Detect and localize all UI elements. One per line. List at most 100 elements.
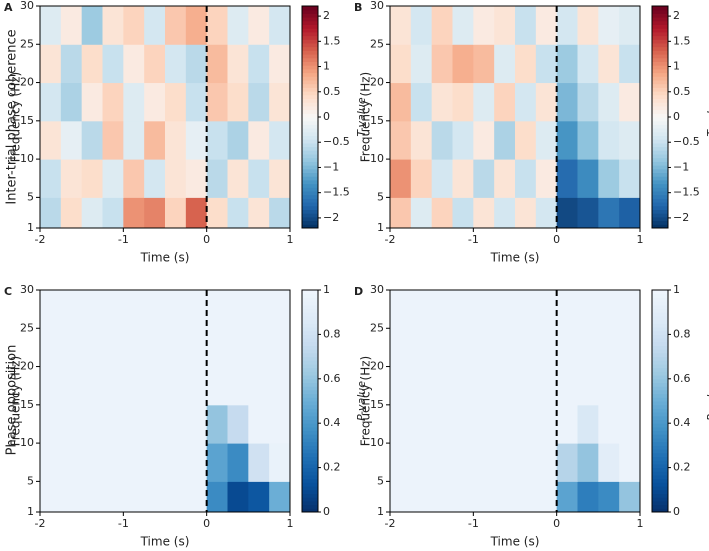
heatmap-cell: [144, 443, 166, 482]
colorbar-step: [652, 375, 668, 380]
heatmap-cell: [619, 120, 641, 160]
colorbar-step: [302, 124, 318, 129]
colorbar-step: [302, 128, 318, 133]
y-axis-label: Frequency (Hz): [359, 356, 373, 447]
colorbar-step: [302, 150, 318, 155]
x-tick-label: -1: [468, 233, 479, 246]
heatmap-cell: [185, 197, 208, 229]
heatmap-cell: [535, 159, 558, 198]
heatmap-cell: [390, 481, 412, 513]
heatmap-cell: [494, 366, 516, 406]
colorbar-step: [652, 28, 668, 33]
colorbar-step: [652, 105, 668, 111]
heatmap-cell: [60, 159, 83, 198]
colorbar-step: [302, 205, 318, 210]
y-tick-label: 5: [27, 190, 34, 203]
heatmap-cell: [410, 443, 433, 482]
colorbar-step: [302, 401, 318, 406]
colorbar-step: [652, 508, 668, 513]
heatmap-cell: [577, 290, 599, 329]
plot-frame: [389, 289, 641, 513]
colorbar-tick-label: 0.4: [323, 416, 341, 429]
heatmap-cell: [494, 328, 516, 368]
colorbar-step: [302, 50, 318, 55]
colorbar-tick-label: 1: [673, 283, 680, 296]
colorbar-step: [302, 131, 318, 136]
colorbar-frame: [651, 289, 669, 513]
x-tick-label: 1: [287, 233, 294, 246]
heatmap-cell: [410, 328, 433, 368]
y-axis-label: Frequency (Hz): [9, 356, 23, 447]
heatmap-cell: [40, 44, 62, 84]
colorbar-step: [652, 463, 668, 469]
colorbar-tick-label: 2: [673, 9, 680, 22]
colorbar-step: [302, 375, 318, 380]
heatmap-cell: [619, 443, 641, 482]
colorbar-step: [652, 404, 668, 409]
colorbar-step: [652, 301, 668, 306]
colorbar-step: [302, 209, 318, 214]
y-tick-label: 25: [370, 37, 384, 50]
heatmap-cell: [494, 481, 516, 513]
colorbar-step: [302, 224, 318, 229]
heatmap-cell: [410, 82, 433, 122]
colorbar-step: [652, 393, 668, 398]
heatmap-cell: [473, 82, 495, 122]
colorbar-step: [302, 80, 318, 85]
heatmap-cell: [431, 481, 453, 513]
heatmap-cell: [60, 366, 83, 406]
heatmap-cell: [598, 290, 620, 329]
heatmap-cell: [556, 366, 578, 406]
heatmap-cell: [452, 120, 474, 160]
heatmap-cell: [515, 197, 537, 229]
heatmap-cell: [81, 290, 103, 329]
colorbar-step: [652, 360, 668, 365]
colorbar-step: [302, 172, 318, 177]
colorbar-step: [652, 489, 668, 494]
heatmap-cell: [248, 290, 270, 329]
heatmap-cell: [535, 328, 558, 368]
colorbar-step: [302, 24, 318, 29]
heatmap-cell: [248, 197, 270, 229]
colorbar-step: [302, 330, 318, 335]
heatmap-cell: [248, 6, 270, 45]
colorbar-tick-label: −0.5: [323, 135, 350, 148]
heatmap-cell: [81, 82, 103, 122]
colorbar-step: [302, 61, 318, 66]
heatmap-cell: [206, 366, 228, 406]
heatmap-cell: [452, 481, 474, 513]
heatmap-cell: [123, 443, 145, 482]
heatmap-cell: [40, 120, 62, 160]
y-axis-label: Frequency (Hz): [359, 72, 373, 163]
heatmap-cell: [452, 82, 474, 122]
colorbar-step: [652, 94, 668, 99]
heatmap-cell: [577, 481, 599, 513]
colorbar-tick-label: 0: [323, 505, 330, 518]
heatmap-cell: [206, 481, 228, 513]
y-tick-label: 25: [20, 321, 34, 334]
colorbar-step: [652, 120, 668, 125]
colorbar-step: [652, 124, 668, 129]
heatmap-cell: [40, 159, 62, 198]
heatmap-cell: [248, 443, 270, 482]
heatmap-cell: [619, 159, 641, 198]
heatmap-cell: [577, 159, 599, 198]
y-tick-label: 20: [370, 360, 384, 373]
colorbar-step: [652, 135, 668, 140]
y-tick-label: 25: [20, 37, 34, 50]
heatmap-cell: [431, 197, 453, 229]
heatmap-cell: [410, 159, 433, 198]
colorbar-step: [652, 209, 668, 214]
heatmap-cell: [535, 366, 558, 406]
colorbar-step: [302, 183, 318, 188]
colorbar-step: [302, 301, 318, 306]
heatmap-cell: [102, 6, 124, 45]
heatmap-cell: [248, 44, 270, 84]
colorbar-step: [302, 120, 318, 125]
heatmap-cell: [102, 328, 124, 368]
colorbar-step: [302, 31, 318, 37]
x-tick-label: 1: [637, 517, 644, 530]
heatmap-cell: [431, 120, 453, 160]
colorbar-tick-label: −1: [673, 160, 689, 173]
heatmap-cell: [227, 481, 249, 513]
